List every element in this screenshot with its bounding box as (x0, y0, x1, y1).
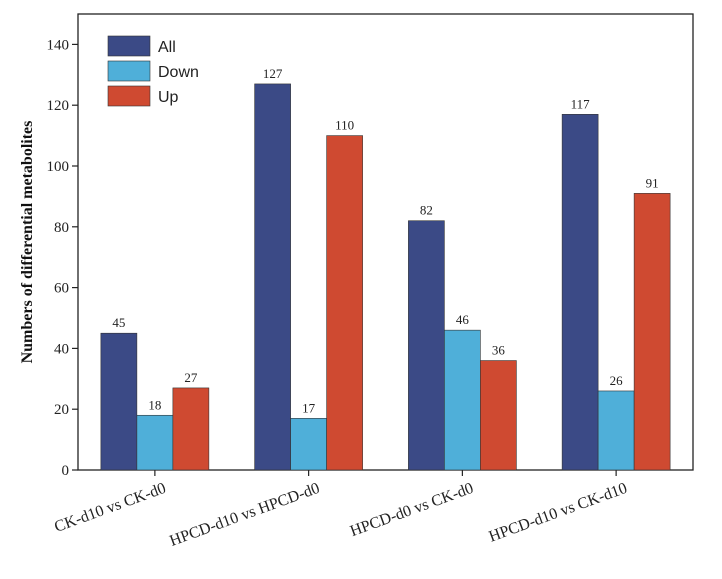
legend-label-down: Down (158, 64, 199, 81)
y-tick-label: 40 (54, 341, 69, 357)
data-label: 36 (492, 343, 506, 358)
bar-down (597, 390, 635, 471)
x-tick-label: HPCD-d0 vs CK-d0 (348, 480, 476, 540)
bar-all (408, 220, 445, 471)
plot-frame (77, 13, 694, 471)
data-label: 127 (263, 66, 283, 81)
y-axis-label: Numbers of differential metabolites (19, 121, 36, 364)
x-tick-label: CK-d10 vs CK-d0 (52, 480, 168, 536)
bar-up (633, 193, 671, 471)
data-label: 117 (571, 96, 591, 111)
data-label: 17 (302, 400, 316, 415)
data-label: 82 (420, 203, 433, 218)
x-tick-label: HPCD-d10 vs HPCD-d0 (167, 480, 322, 550)
data-label: 18 (148, 397, 161, 412)
bar-down (290, 418, 327, 471)
legend-label-all: All (158, 39, 176, 56)
y-tick-label: 100 (47, 159, 70, 175)
bar-all (561, 114, 599, 471)
data-label: 26 (610, 373, 624, 388)
y-tick-label: 120 (47, 98, 70, 114)
bar-all (100, 332, 138, 471)
data-label: 27 (184, 370, 198, 385)
bar-up (326, 135, 363, 471)
bar-down (444, 329, 481, 471)
x-tick-label: HPCD-d10 vs CK-d10 (487, 480, 630, 546)
legend-swatch-up (107, 85, 151, 107)
data-label: 91 (646, 175, 659, 190)
y-tick-label: 140 (47, 37, 70, 53)
y-tick-label: 20 (54, 402, 69, 418)
data-label: 45 (112, 315, 125, 330)
y-tick-label: 80 (54, 220, 69, 236)
legend-swatch-all (107, 35, 151, 57)
bar-up (480, 360, 517, 471)
y-tick-label: 60 (54, 281, 69, 297)
data-label: 46 (456, 312, 470, 327)
bar-up (172, 387, 210, 471)
legend-swatch-down (107, 60, 151, 82)
bar-down (136, 414, 174, 471)
legend: All Down Up (107, 35, 199, 107)
data-label: 110 (335, 118, 354, 133)
bar-all (254, 83, 291, 471)
legend-label-up: Up (158, 89, 179, 106)
y-tick-label: 0 (62, 463, 70, 479)
